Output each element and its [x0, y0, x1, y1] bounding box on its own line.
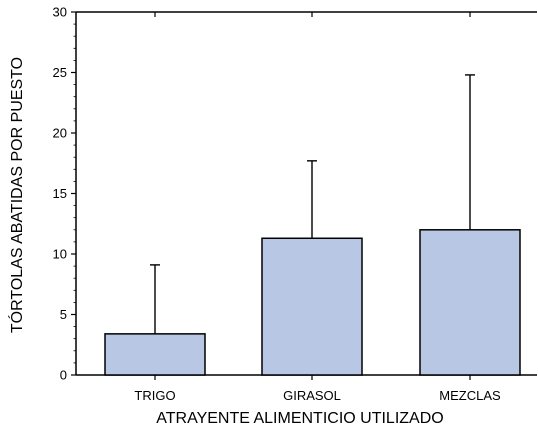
x-tick-label: GIRASOL: [283, 388, 341, 403]
y-tick-label: 25: [53, 65, 67, 80]
y-axis-title: TÓRTOLAS ABATIDAS POR PUESTO: [7, 57, 26, 333]
y-tick-label: 10: [53, 247, 67, 262]
bars: [104, 12, 521, 376]
bar-girasol: [261, 237, 363, 376]
x-tick-label: TRIGO: [134, 388, 175, 403]
x-axis: TRIGO GIRASOL MEZCLAS: [134, 375, 501, 403]
bar-mezclas: [419, 229, 521, 376]
x-axis-title: ATRAYENTE ALIMENTICIO UTILIZADO: [156, 410, 443, 427]
y-tick-label: 15: [53, 186, 67, 201]
y-tick-label: 5: [60, 307, 67, 322]
y-tick-label: 30: [53, 5, 67, 20]
bar-trigo: [104, 333, 206, 376]
y-tick-label: 20: [53, 126, 67, 141]
y-tick-label: 0: [60, 368, 67, 383]
y-axis: 0 5 10 15 20 25 30: [53, 5, 76, 383]
x-tick-label: MEZCLAS: [439, 388, 501, 403]
